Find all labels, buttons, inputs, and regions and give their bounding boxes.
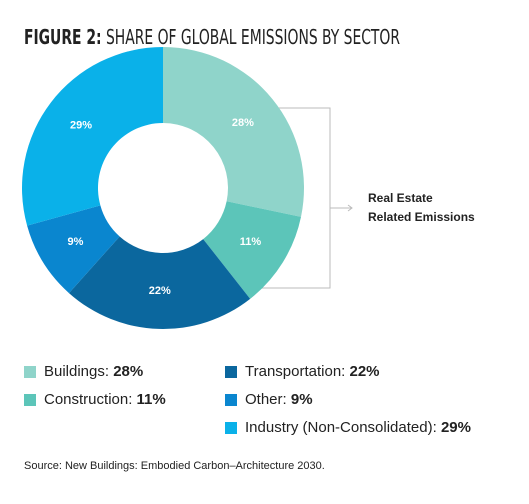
legend-name: Transportation:	[245, 363, 345, 380]
chart-title: FIGURE 2: SHARE OF GLOBAL EMISSIONS BY S…	[24, 25, 400, 49]
legend-swatch	[225, 366, 237, 378]
legend-label: Other: 9%	[245, 391, 313, 408]
legend-name: Construction:	[44, 391, 132, 408]
legend-name: Industry (Non-Consolidated):	[245, 419, 437, 436]
legend-label: Buildings: 28%	[44, 363, 143, 380]
legend-swatch	[225, 422, 237, 434]
legend-value: 9%	[291, 391, 313, 408]
bracket-line	[235, 107, 331, 289]
legend-swatch	[225, 394, 237, 406]
slice-label: 22%	[149, 285, 171, 297]
annotation: Related Emissions	[368, 210, 475, 224]
slice	[203, 201, 302, 299]
slice-label: 9%	[68, 236, 84, 248]
slice	[22, 47, 164, 226]
annotation: Real Estate	[368, 191, 433, 205]
slice	[163, 47, 304, 217]
legend-label: Transportation: 22%	[245, 363, 380, 380]
legend-name: Other:	[245, 391, 287, 408]
slice	[68, 236, 251, 329]
legend-label: Industry (Non-Consolidated): 29%	[245, 419, 471, 436]
legend-value: 22%	[350, 363, 380, 380]
title: SHARE OF GLOBAL EMISSIONS BY SECTOR	[106, 25, 400, 49]
source: Source: New Buildings: Embodied Carbon–A…	[24, 460, 325, 472]
slice	[27, 205, 120, 294]
legend-label: Construction: 11%	[44, 391, 166, 408]
legend-swatch	[24, 366, 36, 378]
bracket	[235, 107, 353, 289]
slice-label: 11%	[240, 236, 262, 248]
slice-label: 28%	[232, 117, 254, 129]
arrow-head	[347, 204, 353, 212]
legend-name: Buildings:	[44, 363, 109, 380]
legend-value: 29%	[441, 419, 471, 436]
legend-value: 28%	[113, 363, 143, 380]
legend-swatch	[24, 394, 36, 406]
slice-label: 29%	[70, 120, 92, 132]
figure-label: FIGURE 2:	[24, 25, 102, 49]
legend-value: 11%	[137, 391, 166, 408]
